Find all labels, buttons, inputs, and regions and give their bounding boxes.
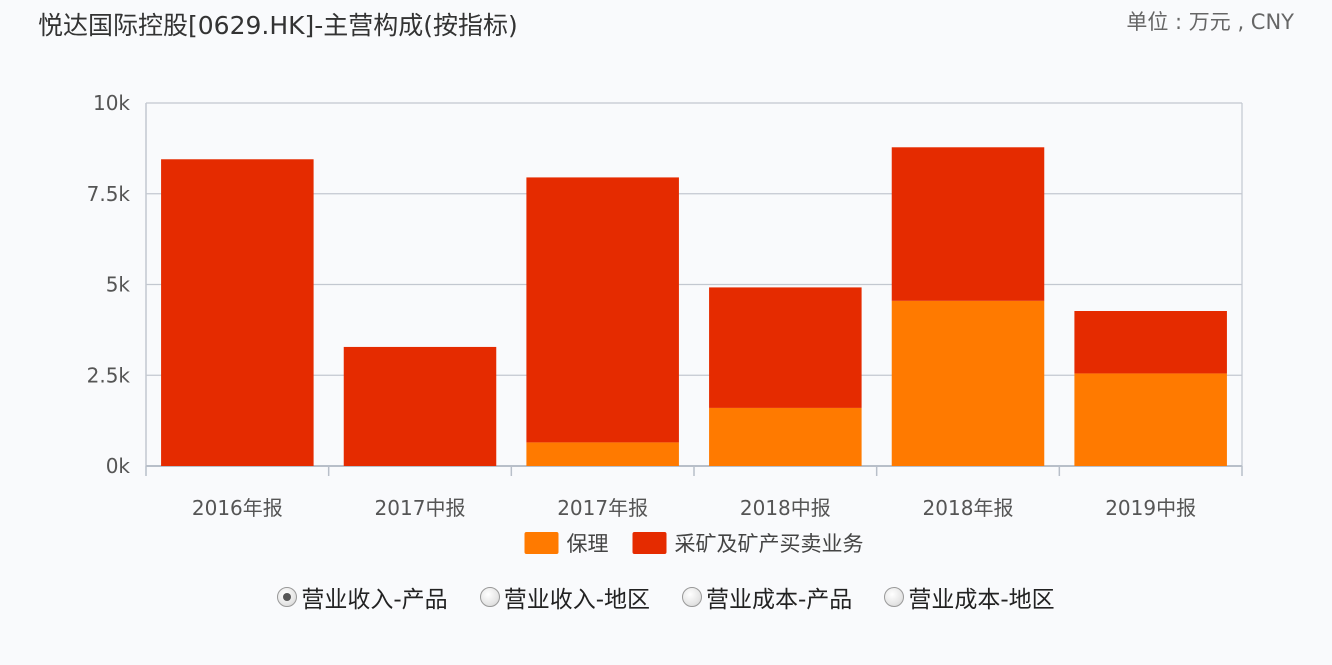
x-tick-label: 2018中报 xyxy=(740,496,831,520)
bar-segment xyxy=(891,300,1045,466)
radio-revenue-product[interactable]: 营业收入-产品 xyxy=(277,580,448,614)
radio-button-icon[interactable] xyxy=(479,587,500,607)
stacked-bar-chart: 0k 2.5k 5k 7.5k 10k 2016年报 2017中报 2017年报 2018中报 2… xyxy=(87,91,1243,556)
legend-swatch xyxy=(632,532,667,554)
bar-segment xyxy=(526,442,679,466)
y-tick-label: 5k xyxy=(106,273,131,297)
radio-label: 营业成本-地区 xyxy=(908,587,1055,613)
radio-cost-product[interactable]: 营业成本-产品 xyxy=(682,580,852,614)
bar-segment xyxy=(343,346,497,466)
legend-label: 保理 xyxy=(567,532,609,556)
radio-button-icon[interactable] xyxy=(682,587,702,607)
bar-segment xyxy=(1074,373,1227,466)
bar-segment xyxy=(709,287,862,408)
bar-segment xyxy=(1074,310,1227,374)
radio-label: 营业收入-产品 xyxy=(301,587,448,613)
metric-selector: 营业收入-产品 营业收入-地区 营业成本-产品 营业成本-地区 xyxy=(0,580,1332,614)
legend-label: 采矿及矿产买卖业务 xyxy=(675,532,864,556)
x-tick-label: 2019中报 xyxy=(1105,496,1196,520)
y-tick-label: 2.5k xyxy=(87,363,131,387)
x-tick-label: 2017年报 xyxy=(557,496,648,520)
radio-button-icon[interactable] xyxy=(884,587,905,607)
y-tick-label: 7.5k xyxy=(87,182,131,206)
bar-segment xyxy=(709,407,862,466)
bar-segment xyxy=(891,147,1045,301)
chart-title: 悦达国际控股[0629.HK]-主营构成(按指标) xyxy=(38,11,518,40)
bar-segment xyxy=(161,159,314,466)
y-tick-label: 10k xyxy=(93,91,130,115)
radio-label: 营业成本-产品 xyxy=(706,587,853,613)
x-tick-label: 2018年报 xyxy=(923,496,1014,520)
radio-button-icon[interactable] xyxy=(277,587,298,607)
radio-cost-region[interactable]: 营业成本-地区 xyxy=(884,580,1055,614)
legend-swatch xyxy=(524,532,559,554)
x-tick-label: 2016年报 xyxy=(192,496,283,520)
x-tick-label: 2017中报 xyxy=(375,496,466,520)
y-tick-label: 0k xyxy=(106,454,131,478)
radio-revenue-region[interactable]: 营业收入-地区 xyxy=(479,580,650,614)
unit-label: 单位 : 万元 , CNY xyxy=(1126,10,1294,34)
radio-label: 营业收入-地区 xyxy=(503,587,650,613)
bar-segment xyxy=(526,177,679,443)
